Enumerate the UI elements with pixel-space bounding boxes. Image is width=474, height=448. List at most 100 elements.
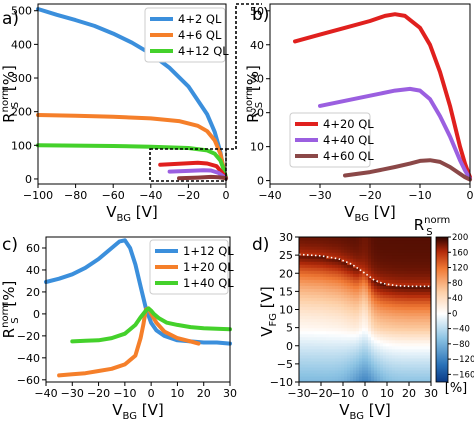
heatmap-cell [344, 273, 348, 277]
heatmap-cell [386, 336, 390, 341]
heatmap-cell [404, 306, 408, 311]
heatmap-cell [350, 315, 354, 320]
heatmap-cell [329, 255, 333, 259]
heatmap-cell [362, 309, 366, 314]
heatmap-cell [344, 321, 348, 326]
heatmap-cell [377, 369, 381, 374]
heatmap-cell [356, 306, 360, 311]
heatmap-cell [329, 285, 333, 289]
heatmap-cell [365, 267, 369, 271]
heatmap-cell [320, 285, 324, 289]
heatmap-cell [428, 255, 431, 259]
colorbar-tick-label: 40 [452, 294, 463, 304]
heatmap-cell [401, 339, 405, 344]
heatmap-cell [416, 288, 420, 292]
heatmap-cell [392, 252, 396, 256]
heatmap-cell [347, 327, 351, 332]
heatmap-cell [362, 333, 366, 338]
heatmap-cell [341, 285, 345, 289]
heatmap-cell [428, 330, 431, 335]
heatmap-cell [407, 279, 411, 283]
heatmap-cell [377, 345, 381, 350]
heatmap-cell [398, 318, 402, 323]
heatmap-cell [299, 288, 303, 292]
heatmap-cell [323, 255, 327, 259]
heatmap-cell [359, 345, 363, 350]
heatmap-cell [368, 237, 372, 241]
heatmap-cell [341, 327, 345, 332]
heatmap-cell [326, 327, 330, 332]
heatmap-cell [401, 300, 405, 305]
heatmap-cell [302, 366, 306, 371]
heatmap-cell [323, 243, 327, 247]
heatmap-cell [398, 363, 402, 368]
heatmap-cell [308, 285, 312, 289]
heatmap-cell [359, 333, 363, 338]
heatmap-cell [425, 237, 429, 241]
heatmap-cell [347, 375, 351, 380]
heatmap-cell [380, 372, 384, 377]
heatmap-cell [368, 303, 372, 308]
heatmap-cell [374, 351, 378, 356]
y-tick-label: 0 [33, 308, 40, 321]
heatmap-cell [425, 348, 429, 353]
heatmap-cell [341, 255, 345, 259]
heatmap-cell [422, 279, 426, 283]
heatmap-cell [371, 273, 375, 277]
heatmap-cell [311, 258, 315, 262]
heatmap-cell [311, 351, 315, 356]
heatmap-cell [386, 252, 390, 256]
heatmap-cell [332, 249, 336, 253]
heatmap-cell [329, 375, 333, 380]
heatmap-cell [362, 312, 366, 317]
heatmap-cell [350, 306, 354, 311]
heatmap-cell [407, 318, 411, 323]
heatmap-cell [422, 258, 426, 262]
heatmap-cell [380, 246, 384, 250]
heatmap-cell [371, 279, 375, 283]
heatmap-cell [320, 300, 324, 305]
heatmap-cell [347, 348, 351, 353]
legend-label: 4+40 QL [323, 133, 374, 147]
heatmap-cell [368, 300, 372, 305]
heatmap-cell [404, 249, 408, 253]
heatmap-cell [329, 315, 333, 320]
heatmap-cell [380, 300, 384, 305]
heatmap-cell [350, 297, 354, 302]
heatmap-cell [356, 258, 360, 262]
heatmap-cell [326, 303, 330, 308]
heatmap-cell [329, 270, 333, 274]
x-tick-label: 0 [148, 387, 155, 400]
heatmap-cell [374, 318, 378, 323]
heatmap-cell [392, 309, 396, 314]
heatmap-cell [305, 363, 309, 368]
x-tick-label: −80 [64, 189, 87, 202]
heatmap-cell [323, 348, 327, 353]
heatmap-cell [374, 282, 378, 286]
heatmap-cell [395, 303, 399, 308]
heatmap-cell [338, 345, 342, 350]
heatmap-cell [353, 333, 357, 338]
y-tick-label: 15 [279, 285, 293, 298]
heatmap-cell [425, 309, 429, 314]
heatmap-cell [353, 315, 357, 320]
heatmap-cell [305, 330, 309, 335]
heatmap-cell [428, 369, 431, 374]
heatmap-cell [341, 294, 345, 299]
heatmap-cell [410, 279, 414, 283]
heatmap-cell [350, 369, 354, 374]
heatmap-cell [338, 255, 342, 259]
heatmap-cell [401, 237, 405, 241]
heatmap-cell [413, 279, 417, 283]
heatmap-cell [353, 321, 357, 326]
heatmap-cell [398, 303, 402, 308]
heatmap-cell [377, 282, 381, 286]
heatmap-cell [413, 264, 417, 268]
heatmap-cell [320, 315, 324, 320]
heatmap-cell [401, 351, 405, 356]
heatmap-cell [341, 243, 345, 247]
heatmap-cell [308, 279, 312, 283]
heatmap-cell [371, 351, 375, 356]
heatmap-cell [380, 240, 384, 244]
heatmap-cell [320, 333, 324, 338]
